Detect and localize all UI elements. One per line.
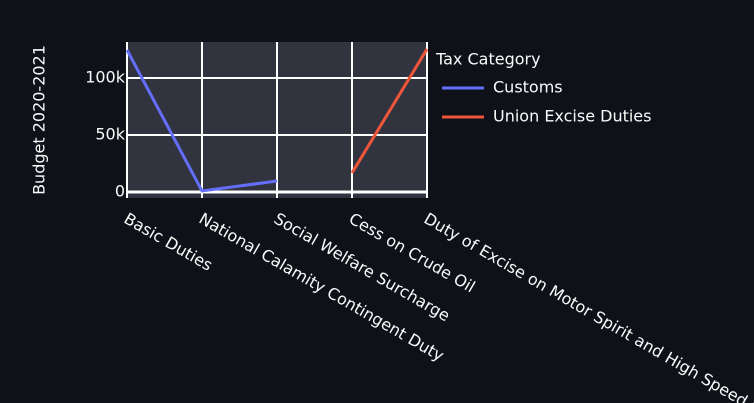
y-tick-label: 0 (115, 181, 125, 200)
series-line (350, 48, 429, 174)
y-tick-label: 50k (95, 124, 125, 143)
legend-label: Customs (493, 78, 563, 97)
legend-title: Tax Category (435, 50, 541, 69)
legend-label: Union Excise Duties (493, 107, 651, 126)
y-axis-title: Budget 2020-2021 (30, 45, 49, 195)
x-tick-label: Duty of Excise on Motor Spirit and High … (421, 209, 754, 403)
x-tick-label: Cess on Crude Oil (346, 209, 479, 297)
y-tick-label: 100k (85, 68, 126, 87)
series-line (125, 49, 278, 193)
